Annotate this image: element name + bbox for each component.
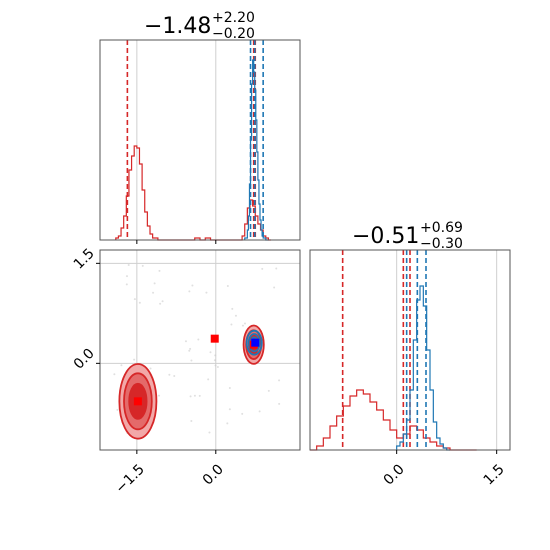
scatter-point [188, 290, 191, 293]
top-frame [99, 39, 301, 241]
scatter-point [116, 408, 119, 411]
joint-tick-label-y-1: 1.5 [71, 246, 98, 273]
scatter-point [189, 395, 192, 398]
scatter-point [228, 386, 231, 389]
scatter-point [168, 373, 171, 376]
red-marker-0 [133, 397, 142, 406]
scatter-point [273, 286, 276, 289]
scatter-point [120, 364, 123, 367]
title-param2-sub: −0.30 [420, 236, 463, 252]
scatter-point [190, 420, 193, 423]
scatter-point [113, 373, 116, 376]
right-tick-label-1: 1.5 [481, 461, 508, 488]
title-param1-sup: +2.20 [212, 10, 255, 26]
scatter-point [188, 349, 191, 352]
scatter-point [278, 402, 281, 405]
scatter-point [275, 267, 278, 270]
scatter-point [193, 394, 196, 397]
scatter-point [267, 389, 270, 392]
joint-tick-label-y-0: 0.0 [71, 346, 98, 373]
scatter-point [190, 359, 193, 362]
scatter-point [184, 340, 187, 343]
scatter-point [173, 374, 176, 377]
blue-cluster-contour-0 [245, 329, 263, 356]
scatter-point [125, 283, 128, 286]
top-hist-series-1 [244, 59, 269, 241]
scatter-point [159, 302, 162, 305]
scatter-point [205, 291, 208, 294]
scatter-point [241, 412, 244, 415]
scatter-point [208, 431, 211, 434]
title-param2-sup: +0.69 [420, 220, 463, 236]
scatter-point [191, 284, 194, 287]
scatter-point [216, 366, 219, 369]
scatter-point [141, 264, 144, 267]
title-param1: −1.48 +2.20 −0.20 [144, 10, 255, 42]
panel-param2-histogram: 0.0 1.5 [309, 249, 511, 488]
title-param1-sub: −0.20 [212, 26, 255, 42]
scatter-point [125, 275, 128, 278]
scatter-point [258, 410, 261, 413]
joint-tick-label-x-0: −1.5 [113, 461, 148, 496]
title-param2: −0.51 +0.69 −0.30 [352, 220, 463, 252]
scatter-point [278, 379, 281, 382]
scatter-point [138, 301, 141, 304]
blue-marker-0 [251, 338, 260, 347]
red-marker-1 [210, 334, 219, 343]
joint-frame [99, 249, 301, 451]
scatter-point [214, 354, 217, 357]
scatter-point [198, 394, 201, 397]
scatter-point [214, 364, 217, 367]
scatter-point [243, 322, 246, 325]
scatter-point [241, 324, 244, 327]
scatter-point [161, 300, 164, 303]
scatter-point [189, 347, 192, 350]
panel-param1-histogram [99, 39, 301, 244]
title-param1-main: −1.48 [144, 14, 211, 39]
right-hist-series-1 [396, 285, 450, 451]
joint-tick-label-x-1: 0.0 [200, 461, 227, 488]
scatter-point [127, 263, 130, 266]
scatter-point [152, 291, 155, 294]
scatter-point [261, 267, 264, 270]
right-frame [309, 249, 511, 451]
scatter-point [231, 307, 234, 310]
scatter-point [207, 378, 210, 381]
scatter-point [230, 323, 233, 326]
title-param2-main: −0.51 [352, 224, 419, 249]
top-hist-series-0 [115, 145, 272, 241]
right-hist-series-0 [310, 389, 477, 451]
scatter-point [153, 282, 156, 285]
scatter-point [209, 351, 212, 354]
scatter-point [133, 298, 136, 301]
scatter-point [226, 422, 229, 425]
scatter-point [228, 408, 231, 411]
scatter-point [149, 367, 152, 370]
scatter-point [158, 394, 161, 397]
panel-joint-scatter: −1.5 0.0 0.0 1.5 [71, 246, 301, 497]
scatter-point [213, 359, 216, 362]
scatter-point [234, 314, 237, 317]
scatter-point [226, 284, 229, 287]
right-tick-label-0: 0.0 [381, 461, 408, 488]
scatter-point [133, 358, 136, 361]
scatter-point [158, 269, 161, 272]
scatter-point [197, 338, 200, 341]
blue-cluster-contour-1 [247, 333, 261, 353]
